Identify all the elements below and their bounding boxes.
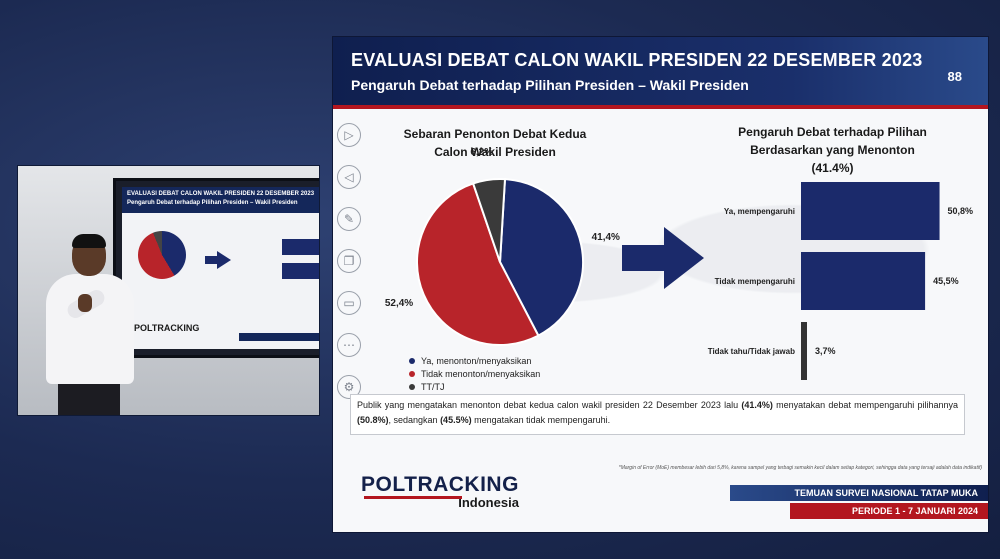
presenter-hand [78,294,92,312]
presentation-slide: EVALUASI DEBAT CALON WAKIL PRESIDEN 22 D… [333,37,988,532]
bar-chart: Ya, mempengaruhi 50,8% Tidak mempengaruhi 4… [708,182,974,380]
slide-title: EVALUASI DEBAT CALON WAKIL PRESIDEN 22 D… [351,50,923,70]
presenter-video-inset: EVALUASI DEBAT CALON WAKIL PRESIDEN 22 D… [17,165,320,416]
legend-item: Tidak menonton/menyaksikan [409,367,540,380]
legend-label: TT/TJ [421,381,445,392]
bar [801,252,926,310]
legend-item: TT/TJ [409,380,540,393]
bar-data-label: 3,7% [815,346,836,356]
summary-note: Publik yang mengatakan menonton debat ke… [350,394,965,435]
presenter-hair [72,234,106,248]
play-icon[interactable]: ▷ [337,123,361,147]
settings-icon[interactable]: ⚙ [337,375,361,399]
legend-swatch [409,383,415,390]
more-icon[interactable]: ⋯ [337,333,361,357]
slide-header: EVALUASI DEBAT CALON WAKIL PRESIDEN 22 D… [333,37,988,109]
bar-data-label: 45,5% [933,276,959,286]
slide-subtitle: Pengaruh Debat terhadap Pilihan Presiden… [351,77,749,93]
bar-chart-subtitle: (41.4%) [811,161,854,175]
legend-swatch [409,370,415,377]
bar-category-label: Tidak tahu/Tidak jawab [708,347,795,356]
logo-main: POLTRACKING [361,473,519,496]
note-value: (45.5%) [440,415,472,425]
pie-chart: 41,4% 52,4% 6,2% [385,147,620,352]
tv-slide-subtitle: Pengaruh Debat terhadap Pilihan Presiden… [127,200,298,206]
pie-data-label: 6,2% [470,147,494,158]
note-text: menyatakan debat mempengaruhi pilihannya [772,400,958,410]
monitor-icon[interactable]: ▭ [337,291,361,315]
logo-sub: Indonesia [458,495,519,510]
poltracking-logo: POLTRACKING Indonesia [361,474,519,510]
legend-label: Ya, menonton/menyaksikan [421,355,532,366]
pie-slice [471,178,507,263]
tv-slide-header: EVALUASI DEBAT CALON WAKIL PRESIDEN 22 D… [122,187,319,213]
footnote: *Margin of Error (MoE) membesar lebih da… [618,465,982,471]
presentation-controls: ▷ ◁ ✎ ❐ ▭ ⋯ ⚙ [337,123,369,417]
legend-label: Tidak menonton/menyaksikan [421,368,541,379]
presenter-shirt [46,274,134,384]
pen-icon[interactable]: ✎ [337,207,361,231]
note-text: , sedangkan [388,415,441,425]
note-value: (41.4%) [741,400,773,410]
tv-bar [282,263,319,279]
tv-screen: EVALUASI DEBAT CALON WAKIL PRESIDEN 22 D… [122,187,319,349]
pie-slice [416,182,540,346]
bar [801,322,807,380]
pie-slice [498,178,584,337]
bar-category-label: Tidak mempengaruhi [715,277,795,286]
logo-underline [364,496,462,499]
bar-category-label: Ya, mempengaruhi [724,207,795,216]
note-text: Publik yang mengatakan menonton debat ke… [357,400,742,410]
footer-period-label: PERIODE 1 - 7 JANUARI 2024 [790,503,988,519]
presenter [36,234,136,415]
pie-chart-svg [416,178,584,346]
slides-icon[interactable]: ❐ [337,249,361,273]
page-number: 88 [947,69,962,84]
pie-legend: Ya, menonton/menyaksikan Tidak menonton/m… [409,354,540,393]
note-value: (50.8%) [357,415,389,425]
tv-pie-chart [138,231,186,279]
back-icon[interactable]: ◁ [337,165,361,189]
tv-logo: POLTRACKING [134,323,200,333]
pie-data-label: 52,4% [384,297,414,309]
right-arrow-icon [622,227,704,289]
legend-item: Ya, menonton/menyaksikan [409,354,540,367]
pie-chart-title: Sebaran Penonton Debat Kedua Calon Wakil… [403,127,587,159]
tv-arrow-icon [205,251,231,269]
presenter-legs [58,382,120,415]
bar-chart-title-text: Pengaruh Debat terhadap Pilihan Berdasar… [738,125,927,157]
pie-data-label: 41,4% [591,232,620,244]
bar-data-label: 50,8% [948,206,974,216]
footer-survey-label: TEMUAN SURVEI NASIONAL TATAP MUKA [730,485,988,501]
tv-footer-band [239,333,319,341]
tv-slide-title: EVALUASI DEBAT CALON WAKIL PRESIDEN 22 D… [127,191,315,197]
tv-bar [282,239,319,255]
note-text: mengatakan tidak mempengaruhi. [471,415,611,425]
legend-swatch [409,357,415,364]
studio-tv: EVALUASI DEBAT CALON WAKIL PRESIDEN 22 D… [113,178,319,358]
bar [801,182,940,240]
bar-chart-title: Pengaruh Debat terhadap Pilihan Berdasar… [710,123,955,177]
